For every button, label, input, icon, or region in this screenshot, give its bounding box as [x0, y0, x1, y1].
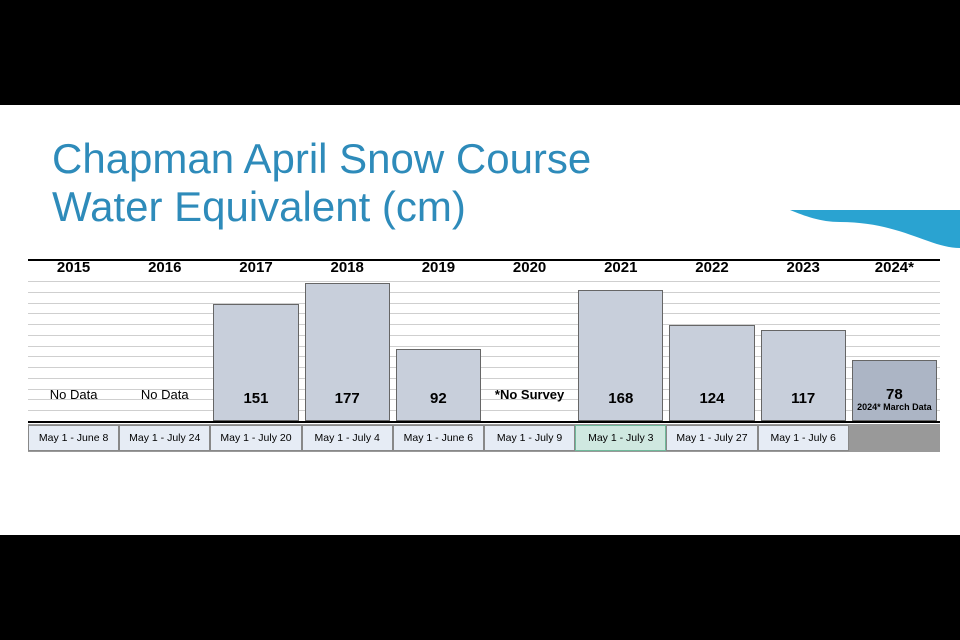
year-header: 2020: [484, 259, 575, 276]
bar-chart: 2015 No Data May 1 - June 8 2016 No Data May …: [28, 259, 940, 479]
date-range-cell: May 1 - July 4: [302, 425, 393, 451]
year-header: 2022: [666, 259, 757, 276]
bar: [761, 330, 846, 421]
year-header: 2016: [119, 259, 210, 276]
bar-value-label: *No Survey: [484, 387, 575, 404]
year-header: 2017: [210, 259, 301, 276]
plot-area: No Data: [28, 281, 119, 421]
letterbox-top: [0, 0, 960, 105]
letterbox-bottom: [0, 535, 960, 640]
slide: Chapman April Snow Course Water Equivale…: [0, 105, 960, 535]
date-range-cell: May 1 - July 27: [666, 425, 757, 451]
year-header: 2018: [302, 259, 393, 276]
bar-value-label: 168: [575, 391, 666, 408]
year-header: 2023: [758, 259, 849, 276]
bar-value-label: 151: [210, 391, 301, 408]
plot-area: 168: [575, 281, 666, 421]
bar-value-label: No Data: [28, 387, 119, 404]
bar-value-label: 124: [666, 391, 757, 408]
date-range-cell: May 1 - July 9: [484, 425, 575, 451]
bar-value-label: 117: [758, 391, 849, 408]
bar-value-label: 782024* March Data: [849, 387, 940, 413]
date-range-cell: May 1 - June 8: [28, 425, 119, 451]
plot-area: 782024* March Data: [849, 281, 940, 421]
bar-value-label: No Data: [119, 387, 210, 404]
year-header: 2019: [393, 259, 484, 276]
page: Chapman April Snow Course Water Equivale…: [0, 0, 960, 640]
plot-area: 151: [210, 281, 301, 421]
plot-area: 124: [666, 281, 757, 421]
title-line-2: Water Equivalent (cm): [52, 183, 466, 230]
year-header: 2024*: [849, 259, 940, 276]
chart-column: 2024* 782024* March Data: [849, 259, 940, 479]
chart-title: Chapman April Snow Course Water Equivale…: [52, 135, 591, 232]
bar-value-label: 92: [393, 391, 484, 408]
year-header: 2021: [575, 259, 666, 276]
date-range-cell: May 1 - July 24: [119, 425, 210, 451]
plot-area: *No Survey: [484, 281, 575, 421]
bar: [396, 349, 481, 421]
date-range-cell: May 1 - July 3: [575, 425, 666, 451]
bar-subnote: 2024* March Data: [849, 403, 940, 413]
bar-value-label: 177: [302, 391, 393, 408]
date-range-cell: May 1 - July 6: [758, 425, 849, 451]
plot-area: 117: [758, 281, 849, 421]
plot-area: 177: [302, 281, 393, 421]
date-range-cell: May 1 - June 6: [393, 425, 484, 451]
year-header: 2015: [28, 259, 119, 276]
date-range-cell: May 1 - July 20: [210, 425, 301, 451]
title-line-1: Chapman April Snow Course: [52, 135, 591, 182]
plot-area: 92: [393, 281, 484, 421]
plot-area: No Data: [119, 281, 210, 421]
